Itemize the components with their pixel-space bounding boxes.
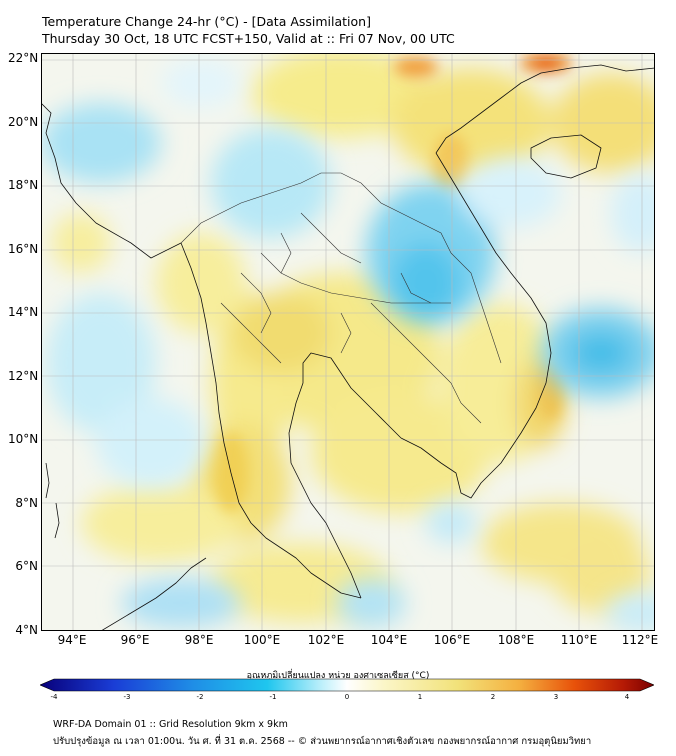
- colorbar-tick-neg1: -1: [269, 693, 277, 701]
- admin-borders: [180, 172, 502, 424]
- lat-label-22: 22°N: [8, 51, 39, 65]
- lon-label-106: 106°E: [433, 633, 471, 647]
- footer-update-info: ปรับปรุงข้อมูล ณ เวลา 01:00น. วัน ศ. ที่…: [53, 736, 592, 747]
- colorbar-tick-neg3: -3: [123, 693, 131, 701]
- lon-label-100: 100°E: [243, 633, 281, 647]
- lon-label-98: 98°E: [184, 633, 214, 647]
- lat-label-4: 4°N: [15, 623, 38, 637]
- graticule: [41, 53, 655, 631]
- colorbar-tick-neg2: -2: [196, 693, 204, 701]
- lon-label-110: 110°E: [560, 633, 598, 647]
- colorbar-title: อุณหภูมิเปลี่ยนแปลง หน่วย องศาเซลเซียส (…: [246, 671, 430, 681]
- temperature-change-map: [41, 53, 655, 631]
- coastlines: [41, 64, 655, 631]
- colorbar-tick-0: 0: [344, 693, 350, 701]
- lat-label-8: 8°N: [15, 496, 38, 510]
- lon-label-112: 112°E: [621, 633, 659, 647]
- chart-subtitle: Thursday 30 Oct, 18 UTC FCST+150, Valid …: [42, 31, 455, 46]
- lon-label-96: 96°E: [120, 633, 150, 647]
- lat-label-20: 20°N: [8, 115, 39, 129]
- colorbar: [40, 678, 654, 692]
- map-panel: [41, 53, 655, 631]
- lat-label-12: 12°N: [8, 369, 39, 383]
- colorbar-tick-1: 1: [417, 693, 423, 701]
- colorbar-tick-3: 3: [553, 693, 559, 701]
- lat-label-10: 10°N: [8, 432, 39, 446]
- cold-anomaly-field: [41, 58, 655, 631]
- lat-label-6: 6°N: [15, 559, 38, 573]
- chart-title: Temperature Change 24-hr (°C) - [Data As…: [42, 14, 371, 29]
- colorbar-tick-4: 4: [624, 693, 630, 701]
- footer-model-info: WRF-DA Domain 01 :: Grid Resolution 9km …: [53, 719, 288, 730]
- lon-label-94: 94°E: [57, 633, 87, 647]
- map-frame: [41, 53, 655, 631]
- colorbar-gradient: [40, 678, 654, 692]
- lon-label-102: 102°E: [307, 633, 345, 647]
- lon-label-104: 104°E: [370, 633, 408, 647]
- lat-label-14: 14°N: [8, 305, 39, 319]
- lat-label-16: 16°N: [8, 242, 39, 256]
- colorbar-tick-2: 2: [490, 693, 496, 701]
- lon-label-108: 108°E: [497, 633, 535, 647]
- lat-label-18: 18°N: [8, 178, 39, 192]
- colorbar-tick-neg4: -4: [50, 693, 58, 701]
